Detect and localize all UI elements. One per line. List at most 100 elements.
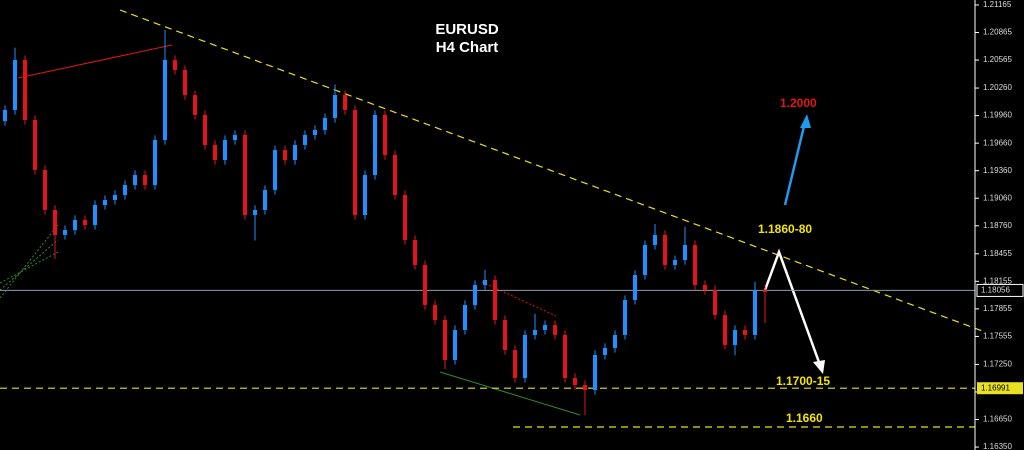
candle-body [603, 347, 607, 355]
candle-body [393, 154, 397, 196]
candle-body [333, 95, 337, 118]
candle-body [353, 109, 357, 216]
y-tick-label: 1.19060 [983, 193, 1012, 202]
annotation: 1.1660 [786, 411, 823, 425]
candle-body [373, 114, 377, 176]
candle-body [763, 289, 767, 292]
candle-body [543, 325, 547, 330]
candle-body [313, 130, 317, 135]
candle-body [113, 195, 117, 200]
candle-body [153, 140, 157, 186]
candle-body [63, 230, 67, 235]
candle-body [183, 69, 187, 96]
candle-body [663, 234, 667, 265]
price-box [977, 382, 1023, 395]
candle-body [103, 199, 107, 206]
candle-body [223, 140, 227, 161]
arrow-head [813, 360, 825, 374]
candle-body [523, 334, 527, 379]
candle-body [133, 175, 137, 186]
y-tick-label: 1.17555 [983, 332, 1012, 341]
candle-body [13, 59, 17, 110]
candle-body [423, 264, 427, 306]
pattern-line [0, 239, 59, 291]
candle-body [233, 134, 237, 141]
price-label: 1.16991 [981, 383, 1010, 392]
candle-body [713, 289, 717, 316]
candle-body [143, 175, 147, 186]
arrow-head [800, 114, 811, 128]
pattern-line [0, 224, 59, 299]
candle-body [363, 175, 367, 216]
candle-body [23, 59, 27, 121]
y-tick-label: 1.16650 [983, 415, 1012, 424]
candle-body [453, 329, 457, 361]
arrow [783, 121, 807, 206]
candle-body [273, 150, 277, 190]
candle-body [703, 285, 707, 290]
candle-body [553, 325, 557, 335]
candle-body [33, 120, 37, 170]
y-tick-label: 1.18760 [983, 221, 1012, 230]
candle-body [683, 244, 687, 261]
candle-body [243, 134, 247, 216]
y-tick-label: 1.18155 [983, 276, 1012, 285]
candle-body [73, 219, 77, 231]
candle-body [653, 234, 657, 245]
y-tick-label: 1.20865 [983, 28, 1012, 37]
pattern-line [0, 251, 59, 284]
candle-body [613, 334, 617, 348]
drawings [0, 9, 986, 428]
candle-body [383, 114, 387, 155]
candle-body [483, 279, 487, 286]
pattern-line [17, 44, 173, 79]
candle-body [573, 378, 577, 385]
y-tick-label: 1.21165 [983, 0, 1012, 9]
trendline [119, 9, 986, 333]
candle-body [293, 144, 297, 161]
candle-body [413, 240, 417, 265]
candle-body [563, 334, 567, 379]
candle-body [673, 260, 677, 265]
y-tick-label: 1.18455 [983, 249, 1012, 258]
candle-body [503, 319, 507, 351]
candle-body [743, 329, 747, 335]
candle-body [753, 289, 757, 335]
candle-body [693, 244, 697, 286]
candle-body [443, 319, 447, 361]
candle-body [303, 134, 307, 145]
candle-body [283, 150, 287, 161]
candle-body [3, 109, 7, 122]
price-box [976, 283, 1024, 297]
candle-body [633, 274, 637, 300]
candle-body [323, 117, 327, 131]
candle-body [93, 205, 97, 226]
y-axis: 1.21165 1.20865 1.20565 1.20260 1.19960 1.196… [975, 0, 1024, 450]
candle-body [193, 95, 197, 115]
candle-body [473, 285, 477, 306]
chart-title: EURUSD [435, 21, 499, 38]
candle-body [43, 169, 47, 210]
y-tick-label: 1.20565 [983, 55, 1012, 64]
candle-body [163, 59, 167, 141]
annotation: 1.1860-80 [758, 222, 812, 236]
candle-body [123, 185, 127, 196]
arrow [763, 248, 822, 366]
y-tick-label: 1.19960 [983, 111, 1012, 120]
candle-body [493, 279, 497, 320]
candle-body [583, 384, 587, 391]
candle-body [253, 209, 257, 216]
candle-body [593, 354, 597, 391]
candle-body [463, 305, 467, 330]
candle-body [623, 299, 627, 335]
candle-body [403, 195, 407, 241]
price-label: 1.18056 [981, 286, 1010, 295]
candle-body [203, 114, 207, 145]
candles [3, 30, 767, 416]
candle-body [213, 144, 217, 161]
annotation: 1.2000 [780, 96, 817, 110]
y-tick-label: 1.17855 [983, 304, 1012, 313]
y-tick-label: 1.16350 [983, 442, 1012, 450]
candle-body [343, 95, 347, 110]
